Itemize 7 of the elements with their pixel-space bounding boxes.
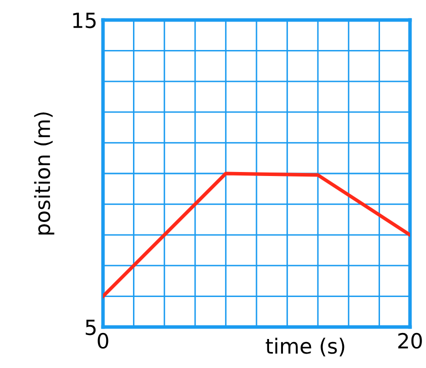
x-tick-label: 0 bbox=[98, 332, 108, 349]
y-tick-label: 15 bbox=[73, 12, 96, 28]
x-axis-title: time (s) bbox=[266, 338, 344, 356]
line-series bbox=[103, 172, 410, 298]
y-tick-label: 5 bbox=[86, 320, 96, 336]
x-tick-label: 20 bbox=[398, 332, 422, 349]
y-axis-title: position (m) bbox=[34, 112, 54, 234]
